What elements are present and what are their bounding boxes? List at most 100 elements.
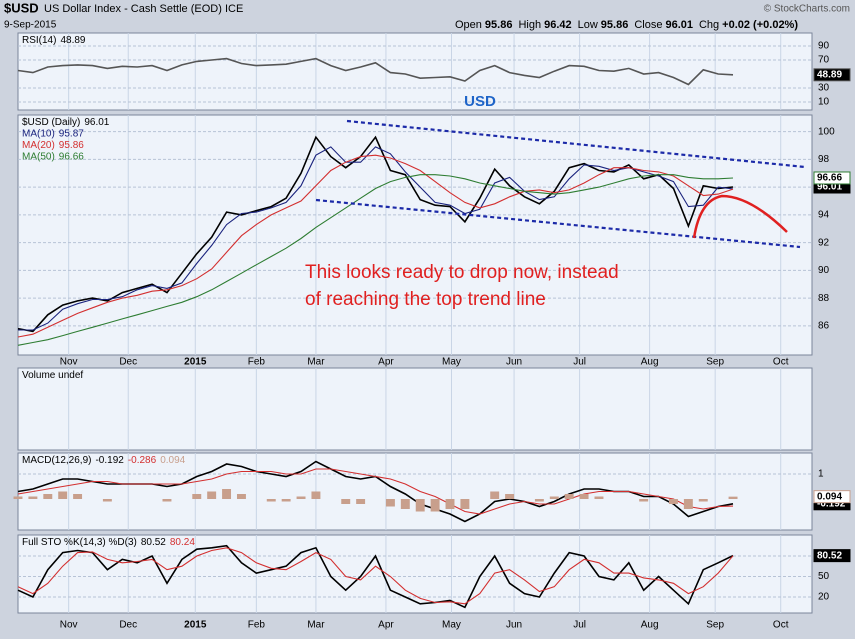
x-tick-label: Dec (119, 357, 137, 368)
x-tick-label: 2015 (184, 620, 207, 631)
value-box (813, 549, 851, 563)
x-tick-label: Aug (641, 620, 659, 631)
panel (17, 32, 813, 111)
annotation: of reaching the top trend line (305, 289, 546, 310)
x-tick-label: Apr (378, 357, 394, 368)
quote-line: Open 95.86 High 96.42 Low 95.86 Close 96.01 Chg +… (455, 19, 798, 31)
value-box-label: 96.66 (817, 173, 842, 184)
histogram-bar (207, 491, 217, 499)
y-tick-label: 50 (818, 571, 830, 582)
y-tick-label: 1 (818, 469, 824, 480)
series-line (17, 135, 734, 333)
value-box (813, 68, 851, 82)
quote-label: High (518, 19, 541, 31)
histogram-bar (162, 499, 172, 502)
instrument-name: US Dollar Index - Cash Settle (EOD) ICE (44, 3, 243, 15)
panel-title: Volume undef (22, 370, 83, 381)
x-tick-label: Jul (573, 620, 586, 631)
histogram-bar (460, 499, 470, 509)
y-tick-label: 30 (818, 83, 830, 94)
series-line (17, 468, 734, 515)
x-tick-label: Jun (506, 357, 522, 368)
histogram-bar (28, 496, 38, 499)
projection-curve (692, 194, 788, 239)
y-tick-label: 94 (818, 210, 830, 221)
value-box-label: 96.01 (817, 182, 842, 193)
y-tick-label: 92 (818, 237, 830, 248)
quote-value: 95.86 (601, 19, 629, 31)
panel-title-value: 80.24 (170, 537, 195, 548)
x-tick-label: Mar (307, 620, 325, 631)
panel-title-value: 80.52 (141, 537, 166, 548)
quote-label: Close (634, 19, 662, 31)
x-tick-label: Oct (773, 357, 789, 368)
histogram-bar (668, 499, 678, 504)
histogram-bar (728, 496, 738, 499)
quote-value: +0.02 (+0.02%) (722, 19, 798, 31)
y-tick-label: 90 (818, 41, 830, 52)
panel-title: RSI(14) 48.89 (22, 35, 86, 46)
quote-label: Low (578, 19, 598, 31)
legend-name: MA(10) (22, 128, 55, 139)
panel-title-name: MACD(12,26,9) (22, 455, 91, 466)
x-tick-label: May (442, 620, 461, 631)
legend-value: 96.66 (59, 151, 84, 162)
x-tick-label: Sep (706, 620, 724, 631)
histogram-bar (266, 499, 276, 502)
legend-entry: MA(50) 96.66 (22, 151, 84, 162)
x-tick-label: Oct (773, 620, 789, 631)
symbol: $USD (4, 0, 39, 15)
histogram-bar (505, 494, 515, 499)
histogram-bar (236, 494, 246, 499)
legend-entry: MA(20) 95.86 (22, 140, 84, 151)
x-tick-label: Jun (506, 620, 522, 631)
quote-value: 96.42 (544, 19, 572, 31)
x-tick-label: Dec (119, 620, 137, 631)
y-tick-label: 98 (818, 154, 830, 165)
x-tick-label: Nov (60, 620, 78, 631)
y-tick-label: 20 (818, 592, 830, 603)
panel-title-value: -0.192 (95, 455, 124, 466)
series-line (17, 57, 734, 86)
legend-value: 95.87 (59, 128, 84, 139)
copyright: © StockCharts.com (764, 4, 850, 15)
legend-entry: $USD (Daily) 96.01 (22, 117, 110, 128)
legend-entry: MA(10) 95.87 (22, 128, 84, 139)
x-tick-label: May (442, 357, 461, 368)
panel-title-name: RSI(14) (22, 35, 56, 46)
quote-label: Open (455, 19, 482, 31)
x-tick-label: Aug (641, 357, 659, 368)
y-tick-label: 90 (818, 265, 830, 276)
quote-value: 96.01 (665, 19, 693, 31)
histogram-bar (698, 499, 708, 502)
x-tick-label: Nov (60, 357, 78, 368)
legend-value: 95.86 (59, 140, 84, 151)
y-tick-label: 70 (818, 55, 830, 66)
y-tick-label: 100 (818, 126, 835, 137)
histogram-bar (73, 494, 83, 499)
panel-title-value: 48.89 (60, 35, 85, 46)
histogram-bar (192, 494, 202, 499)
panel (17, 114, 813, 356)
date: 9-Sep-2015 (4, 20, 57, 31)
panel-title: Full STO %K(14,3) %D(3) 80.52 80.24 (22, 537, 195, 548)
histogram-bar (222, 489, 232, 499)
x-tick-label: Jul (573, 357, 586, 368)
annotation: This looks ready to drop now, instead (305, 262, 619, 283)
histogram-bar (385, 499, 395, 507)
value-box-label: 0.094 (817, 491, 842, 502)
value-box (813, 490, 851, 504)
histogram-bar (549, 496, 559, 499)
histogram-bar (58, 491, 68, 499)
panel-title-name: Volume undef (22, 370, 83, 381)
legend-name: $USD (Daily) (22, 117, 80, 128)
panel (17, 367, 813, 451)
histogram-bar (43, 494, 53, 499)
legend-name: MA(20) (22, 140, 55, 151)
x-tick-label: 2015 (184, 357, 207, 368)
panel-label: USD (464, 93, 496, 110)
legend-value: 96.01 (84, 117, 109, 128)
histogram-bar (400, 499, 410, 509)
